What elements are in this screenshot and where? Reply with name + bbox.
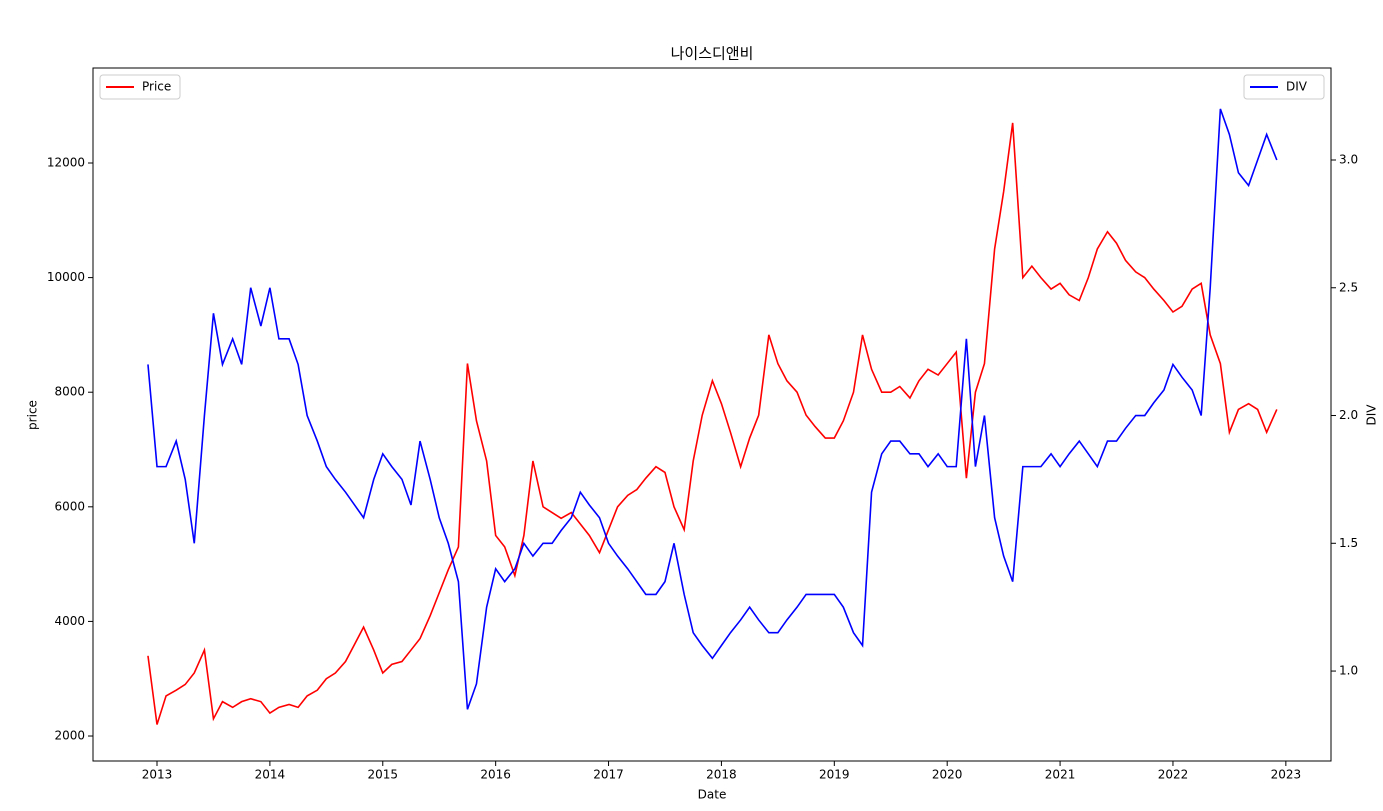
line-series xyxy=(147,122,1278,725)
y-axis-label: price xyxy=(26,400,40,430)
x-tick-label: 2019 xyxy=(819,768,850,782)
y-tick-label: 4000 xyxy=(54,614,85,628)
x-tick-label: 2016 xyxy=(480,768,511,782)
legend-label: DIV xyxy=(1286,80,1308,94)
y2-tick-label: 1.0 xyxy=(1339,664,1358,678)
x-tick-label: 2020 xyxy=(932,768,963,782)
x-tick-label: 2023 xyxy=(1271,768,1302,782)
x-tick-label: 2015 xyxy=(368,768,399,782)
line-series xyxy=(147,108,1278,710)
legend-label: Price xyxy=(142,80,171,94)
y2-tick-label: 2.5 xyxy=(1339,280,1358,294)
plot-frame xyxy=(92,67,1332,762)
y2-axis-label: DIV xyxy=(1365,404,1379,426)
y2-tick-label: 3.0 xyxy=(1339,152,1358,166)
y2-tick-label: 1.5 xyxy=(1339,536,1358,550)
x-tick-label: 2018 xyxy=(706,768,737,782)
y-tick-label: 10000 xyxy=(47,270,85,284)
y-tick-label: 6000 xyxy=(54,499,85,513)
chart-title: 나이스디앤비 xyxy=(671,45,754,63)
y2-tick-label: 2.0 xyxy=(1339,408,1358,422)
x-axis-label: Date xyxy=(698,788,727,802)
x-tick-label: 2013 xyxy=(142,768,173,782)
y-tick-label: 2000 xyxy=(54,729,85,743)
x-tick-label: 2022 xyxy=(1158,768,1189,782)
legend-box xyxy=(1243,74,1325,100)
y-tick-label: 12000 xyxy=(47,156,85,170)
x-tick-label: 2014 xyxy=(255,768,286,782)
legend-box xyxy=(99,74,181,100)
y-tick-label: 8000 xyxy=(54,385,85,399)
x-tick-label: 2021 xyxy=(1045,768,1076,782)
x-tick-label: 2017 xyxy=(593,768,624,782)
